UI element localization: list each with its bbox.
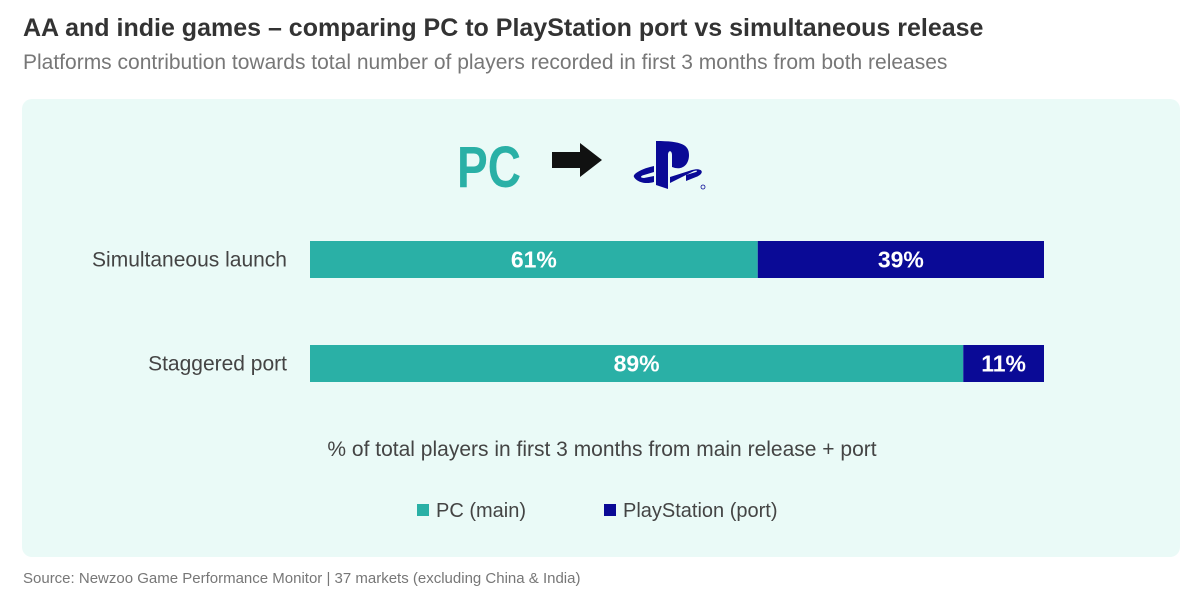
x-axis-label: % of total players in first 3 months fro… <box>327 438 876 461</box>
category-label-staggered-port: Staggered port <box>148 353 287 376</box>
legend-swatch-pc <box>417 504 429 516</box>
legend-swatch-playstation <box>604 504 616 516</box>
chart-title: AA and indie games – comparing PC to Pla… <box>23 14 984 42</box>
bar-playstation-port-staggered-port <box>963 345 1044 382</box>
chart-svg: PC Simultaneous launch 61% 39% Staggered po… <box>92 135 1044 522</box>
bars-layer: Simultaneous launch 61% 39% Staggered port 8… <box>92 241 1044 382</box>
data-label-pc-main-staggered-port: 89% <box>614 351 660 377</box>
bar-pc-main-staggered-port <box>310 345 964 382</box>
chart-panel: PC Simultaneous launch 61% 39% Staggered po… <box>22 99 1180 557</box>
data-label-pc-main-simultaneous-launch: 61% <box>511 247 557 273</box>
source-note: Source: Newzoo Game Performance Monitor … <box>23 570 581 587</box>
legend-label-pc: PC (main) <box>436 500 526 522</box>
legend-label-playstation: PlayStation (port) <box>623 500 778 522</box>
playstation-logo-icon <box>633 141 706 190</box>
chart-subtitle: Platforms contribution towards total num… <box>23 51 948 74</box>
bar-playstation-port-simultaneous-launch <box>757 241 1044 278</box>
category-label-simultaneous-launch: Simultaneous launch <box>92 249 287 272</box>
bar-pc-main-simultaneous-launch <box>310 241 758 278</box>
data-label-playstation-port-simultaneous-launch: 39% <box>878 247 924 273</box>
arrow-right-icon <box>552 143 602 177</box>
legend: PC (main) PlayStation (port) <box>417 500 778 522</box>
data-label-playstation-port-staggered-port: 11% <box>981 351 1026 377</box>
pc-logo-icon: PC <box>457 135 521 200</box>
